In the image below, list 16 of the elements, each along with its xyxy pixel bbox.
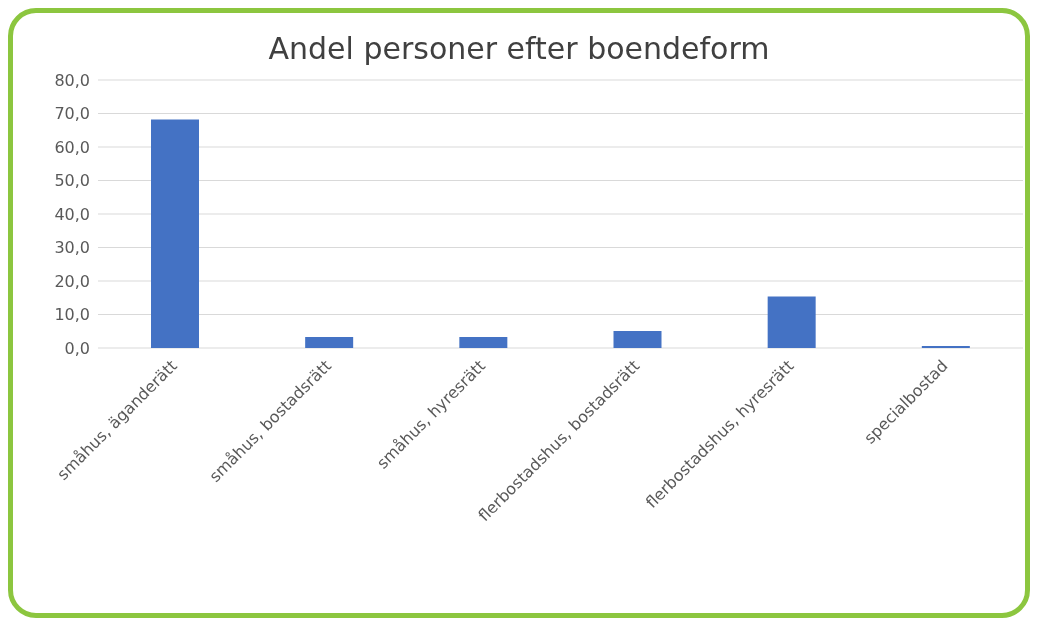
bar — [151, 119, 199, 348]
bar — [305, 336, 354, 348]
y-tick-label: 40,0 — [54, 204, 90, 224]
bar — [613, 330, 662, 348]
bar — [459, 336, 508, 348]
y-tick-label: 10,0 — [54, 305, 90, 325]
y-tick-label: 60,0 — [54, 137, 90, 157]
y-tick-label: 50,0 — [54, 171, 90, 191]
bar — [767, 296, 816, 348]
y-tick-label: 20,0 — [54, 271, 90, 291]
bar — [921, 345, 970, 348]
chart-title: Andel personer efter boendeform — [267, 31, 771, 66]
y-tick-label: 0,0 — [64, 338, 90, 358]
y-tick-label: 30,0 — [54, 238, 90, 258]
y-tick-label: 80,0 — [54, 70, 90, 90]
y-tick-label: 70,0 — [54, 104, 90, 124]
